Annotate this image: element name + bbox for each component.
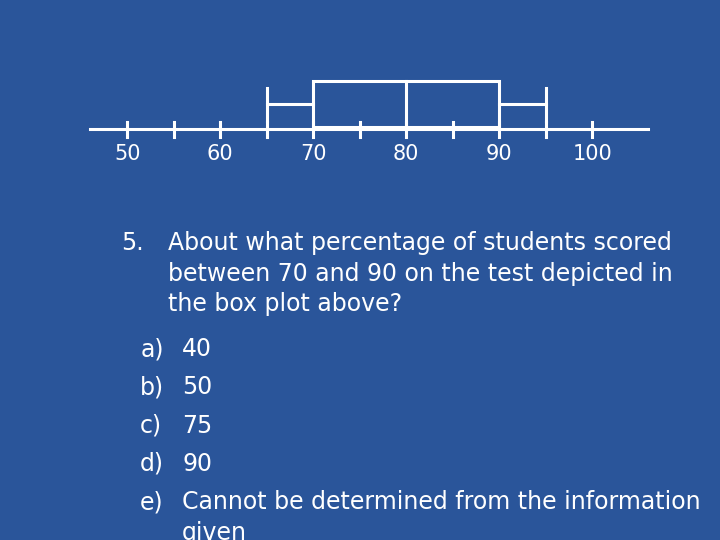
Text: 70: 70 — [300, 144, 326, 164]
Text: 40: 40 — [182, 337, 212, 361]
Text: c): c) — [140, 414, 162, 437]
Text: a): a) — [140, 337, 163, 361]
Text: About what percentage of students scored
between 70 and 90 on the test depicted : About what percentage of students scored… — [168, 231, 673, 316]
Text: d): d) — [140, 452, 164, 476]
Text: 90: 90 — [486, 144, 513, 164]
Text: Cannot be determined from the information
given: Cannot be determined from the informatio… — [182, 490, 701, 540]
Text: 50: 50 — [182, 375, 212, 400]
Text: b): b) — [140, 375, 164, 400]
Text: 60: 60 — [207, 144, 233, 164]
Text: e): e) — [140, 490, 164, 514]
Bar — [313, 82, 499, 127]
Text: 75: 75 — [182, 414, 212, 437]
Text: 80: 80 — [393, 144, 419, 164]
Text: 5.: 5. — [121, 231, 143, 255]
Text: 90: 90 — [182, 452, 212, 476]
Text: 50: 50 — [114, 144, 140, 164]
Text: 100: 100 — [572, 144, 612, 164]
